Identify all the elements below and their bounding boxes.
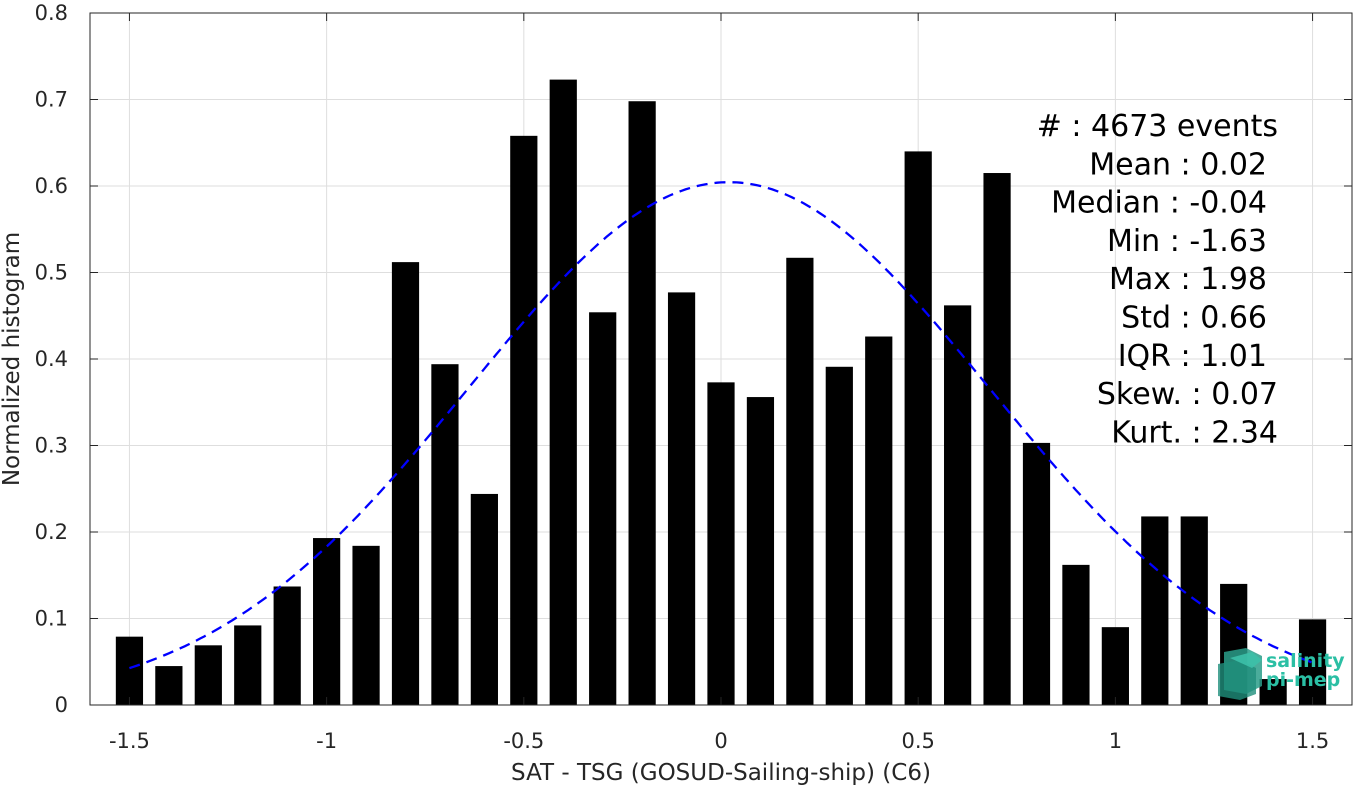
histogram-bar — [194, 645, 222, 705]
histogram-bar — [1180, 516, 1208, 705]
histogram-bar — [1298, 619, 1327, 705]
histogram-bar — [1259, 679, 1287, 705]
normal-fit-curve — [129, 181, 1314, 670]
stat-line: Min : -1.63 — [1107, 224, 1267, 259]
stat-line: IQR : 1.01 — [1118, 339, 1267, 374]
histogram-bar — [628, 101, 656, 706]
histogram-bar — [1022, 442, 1051, 705]
stat-line: Skew. : 0.07 — [1097, 377, 1278, 412]
histogram-bar — [1141, 516, 1169, 705]
histogram-bar — [273, 586, 301, 705]
y-tick-labels: 0 0.1 0.2 0.3 0.4 0.5 0.6 0.7 0.8 — [35, 1, 68, 717]
stat-line: Std : 0.66 — [1121, 301, 1267, 336]
stat-line: Mean : 0.02 — [1089, 147, 1267, 182]
axis-ticks — [90, 12, 1352, 706]
logo-cube-icon — [1218, 648, 1262, 700]
logo-text-salinity: salinity — [1266, 650, 1345, 672]
y-axis-label: Normalized histogram — [0, 232, 25, 486]
histogram-bar — [352, 545, 380, 705]
y-tick-label: 0.3 — [35, 434, 68, 458]
y-tick-label: 0.7 — [35, 88, 68, 112]
x-tick-label: 1.5 — [1296, 729, 1329, 753]
x-tick-label: -1 — [316, 729, 337, 753]
stat-line: # : 4673 events — [1037, 109, 1278, 144]
histogram-bar — [470, 493, 498, 705]
y-tick-label: 0.8 — [35, 1, 68, 25]
y-tick-label: 0.5 — [35, 261, 68, 285]
y-tick-label: 0 — [55, 693, 68, 717]
histogram-bar — [667, 292, 696, 705]
x-tick-label: 1 — [1109, 729, 1122, 753]
histogram-bar — [983, 173, 1011, 705]
histogram-bar — [155, 666, 183, 705]
salinity-pimep-logo: salinity pi-mep — [1218, 648, 1345, 700]
histogram-bar — [510, 135, 538, 705]
histogram-bar — [786, 257, 814, 705]
x-tick-label: -1.5 — [109, 729, 150, 753]
histogram-bar — [904, 151, 932, 705]
x-tick-label: -0.5 — [503, 729, 544, 753]
histogram-bar — [391, 262, 420, 705]
y-tick-label: 0.2 — [35, 520, 68, 544]
stat-line: Max : 1.98 — [1109, 262, 1267, 297]
histogram-bar — [589, 312, 617, 705]
histogram-bar — [944, 305, 972, 705]
y-tick-label: 0.1 — [35, 607, 68, 631]
logo-text-pimep: pi-mep — [1266, 669, 1340, 691]
histogram-bar — [115, 636, 144, 705]
x-tick-label: 0 — [714, 729, 727, 753]
histogram-bar — [431, 364, 459, 705]
stat-line: Median : -0.04 — [1051, 186, 1267, 221]
histogram-bar — [825, 366, 853, 705]
histogram-bar — [746, 397, 775, 705]
y-tick-label: 0.4 — [35, 347, 68, 371]
histogram-bar — [313, 538, 341, 705]
histogram-bar — [549, 79, 577, 706]
x-axis-label: SAT - TSG (GOSUD-Sailing-ship) (C6) — [511, 760, 931, 786]
histogram-bar — [234, 625, 262, 705]
histogram-bar — [865, 336, 893, 705]
stat-line: Kurt. : 2.34 — [1111, 415, 1278, 450]
histogram-bars — [115, 79, 1327, 706]
x-tick-labels: -1.5 -1 -0.5 0 0.5 1 1.5 — [109, 729, 1329, 753]
histogram-bar — [1101, 627, 1129, 705]
histogram-bar — [1062, 564, 1090, 705]
y-tick-label: 0.6 — [35, 174, 68, 198]
histogram-bar — [707, 382, 735, 705]
x-tick-label: 0.5 — [901, 729, 934, 753]
